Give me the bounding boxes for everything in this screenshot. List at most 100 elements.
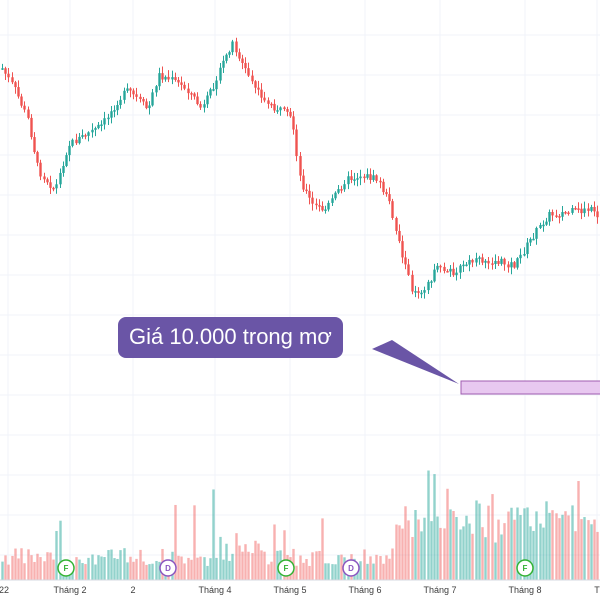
candle-body (593, 206, 596, 212)
candle-body (161, 73, 164, 80)
candle-body (494, 260, 497, 264)
volume-bar (571, 505, 574, 580)
volume-bar (439, 527, 442, 580)
candle-body (462, 264, 465, 267)
volume-bar (55, 530, 58, 580)
volume-bar (327, 563, 330, 580)
candle-body (241, 58, 244, 63)
volume-bar (340, 554, 343, 580)
volume-bar (251, 553, 254, 580)
candle-body (379, 180, 382, 183)
candle-body (193, 93, 196, 97)
candle-body (353, 179, 356, 181)
candle-body (135, 94, 138, 97)
volume-bar (398, 525, 401, 580)
candle-body (196, 96, 199, 105)
volume-bar (337, 555, 340, 580)
candle-body (465, 264, 468, 267)
event-marker-label: F (523, 564, 528, 573)
event-marker-label: D (165, 564, 171, 573)
candle-body (91, 129, 94, 133)
candle-body (436, 265, 439, 270)
volume-bar (219, 536, 222, 580)
candle-body (78, 136, 81, 144)
volume-bar (276, 550, 279, 580)
candle-body (215, 80, 218, 90)
volume-bar (75, 557, 78, 580)
volume-bar (84, 564, 87, 580)
candle-body (212, 89, 215, 91)
candle-body (439, 265, 442, 268)
candle-body (555, 215, 558, 217)
candle-body (503, 258, 506, 265)
volume-bar (372, 563, 375, 580)
candle-body (17, 87, 20, 97)
volume-bar (295, 565, 298, 580)
candle-body (404, 257, 407, 265)
candle-body (580, 208, 583, 214)
candle-body (500, 258, 503, 264)
volume-bar (526, 507, 529, 580)
candle-body (39, 162, 42, 177)
volume-bar (260, 550, 263, 580)
candle-body (539, 225, 542, 228)
candle-body (526, 242, 529, 255)
candle-body (129, 88, 132, 91)
volume-bar (507, 511, 510, 580)
volume-bar (369, 556, 372, 580)
callout-pointer-shape (372, 340, 459, 384)
candle-body (414, 291, 417, 293)
volume-bar (462, 526, 465, 580)
volume-bar (366, 563, 369, 580)
volume-bar (110, 549, 113, 580)
volume-bar (539, 523, 542, 580)
event-marker-label: F (284, 564, 289, 573)
volume-bar (510, 507, 513, 580)
candle-body (110, 111, 113, 118)
candle-body (142, 99, 145, 102)
volume-bar (382, 563, 385, 580)
event-marker-circle (57, 559, 75, 577)
volume-bar (417, 519, 420, 580)
volume-bar (33, 561, 36, 580)
volume-bar (430, 521, 433, 580)
volume-bar (241, 551, 244, 580)
volume-bar (385, 555, 388, 580)
candle-body (427, 281, 430, 291)
candle-body (491, 263, 494, 265)
candle-body (23, 105, 26, 110)
candle-body (369, 174, 372, 180)
volume-bar (391, 548, 394, 580)
candle-body (4, 68, 7, 74)
candle-body (452, 268, 455, 276)
candle-body (81, 135, 84, 137)
volume-bar (331, 564, 334, 580)
volume-bar (542, 527, 545, 580)
candle-body (347, 176, 350, 185)
annotation-callout: Giá 10.000 trong mơ (118, 317, 343, 358)
volume-bar (228, 560, 231, 580)
volume-bar (49, 552, 52, 580)
grid (0, 0, 600, 580)
candle-body (420, 292, 423, 295)
volume-bar (516, 507, 519, 580)
volume-bar (158, 561, 161, 580)
candle-body (33, 137, 36, 153)
candle-body (244, 62, 247, 69)
volume-bar (545, 501, 548, 580)
candle-body (107, 117, 110, 120)
volume-bar (107, 550, 110, 580)
candle-body (36, 152, 39, 163)
event-marker-circle (516, 559, 534, 577)
volume-bar (324, 563, 327, 580)
volume-bar (235, 533, 238, 580)
volume-bar (81, 563, 84, 580)
candle-body (497, 260, 500, 264)
candle-body (471, 259, 474, 263)
candle-body (507, 264, 510, 268)
candle-body (46, 179, 49, 183)
candle-body (30, 117, 33, 138)
candle-body (433, 269, 436, 282)
volume-bar (238, 545, 241, 580)
candle-body (398, 230, 401, 242)
